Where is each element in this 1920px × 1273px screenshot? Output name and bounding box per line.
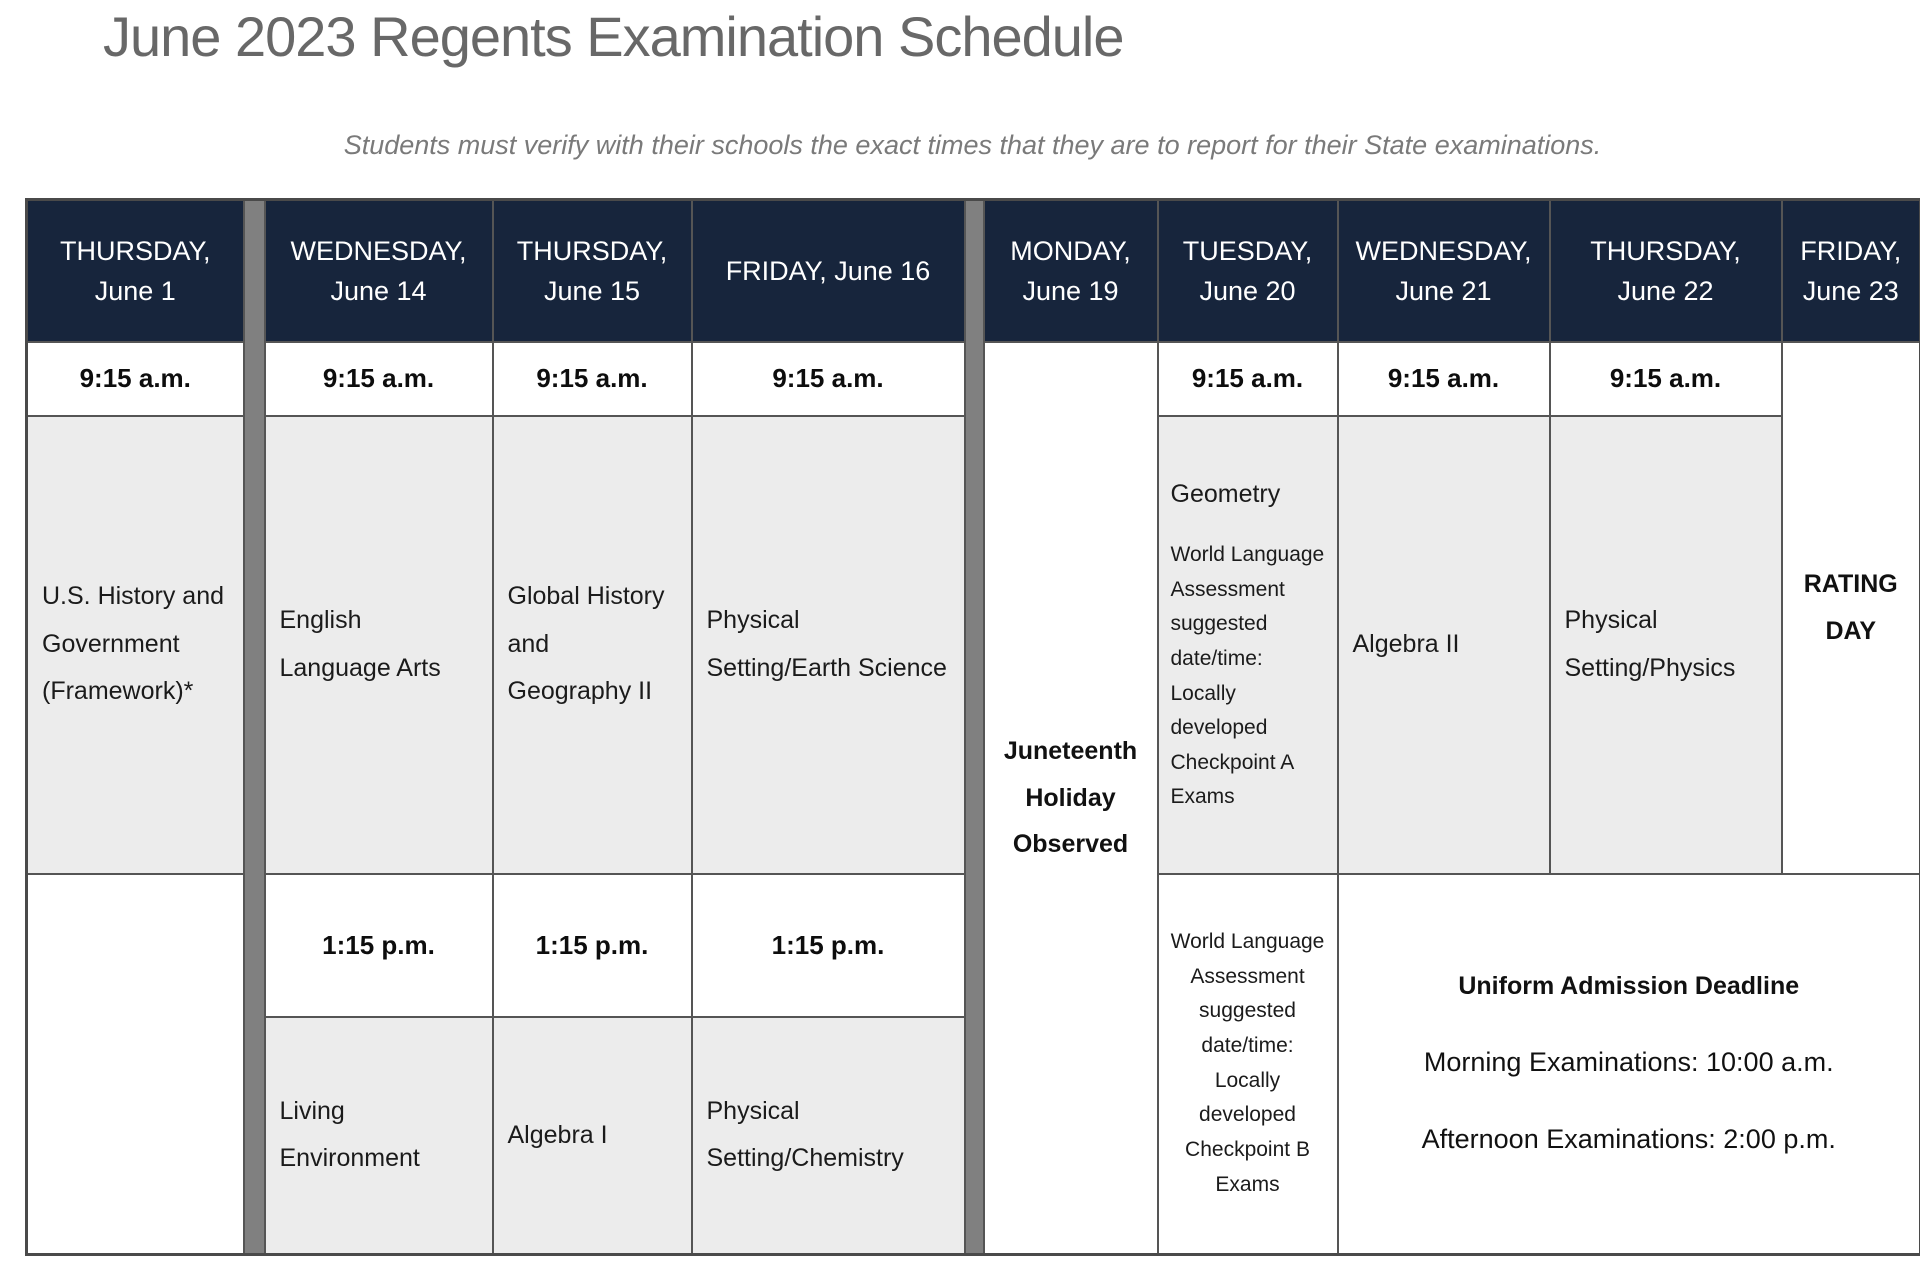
header-cell-june-16: FRIDAY, June 16 [690, 198, 966, 343]
exam-cell-june-16-pm: Physical Setting/Chemistry [690, 1015, 966, 1256]
time-cell-june-14-pm: 1:15 p.m. [263, 872, 494, 1018]
exam-schedule-table: THURSDAY, June 1 WEDNESDAY, June 14 THUR… [25, 198, 1920, 1256]
time-cell-june-1-am: 9:15 a.m. [25, 340, 245, 417]
header-cell-june-20: TUESDAY, June 20 [1156, 198, 1339, 343]
header-cell-june-21: WEDNESDAY, June 21 [1336, 198, 1551, 343]
page-title: June 2023 Regents Examination Schedule [103, 5, 1125, 68]
header-cell-june-23: FRIDAY, June 23 [1780, 198, 1920, 343]
time-cell-june-21-am: 9:15 a.m. [1336, 340, 1551, 417]
world-language-checkpoint-a-note: World Language Assessment suggested date… [1170, 542, 1325, 809]
exam-cell-june-14-am: English Language Arts [263, 414, 494, 875]
exam-cell-june-15-am: Global History and Geography II [491, 414, 693, 875]
page-subtitle: Students must verify with their schools … [343, 130, 1602, 160]
time-cell-june-20-am: 9:15 a.m. [1156, 340, 1339, 417]
rating-day-cell: RATING DAY [1780, 340, 1920, 875]
uniform-admission-deadline-cell: Uniform Admission Deadline Morning Exami… [1336, 872, 1920, 1256]
uniform-afternoon-line: Afternoon Examinations: 2:00 p.m. [1421, 1124, 1836, 1155]
time-cell-june-16-am: 9:15 a.m. [690, 340, 966, 417]
time-cell-june-15-am: 9:15 a.m. [491, 340, 693, 417]
time-cell-june-14-am: 9:15 a.m. [263, 340, 494, 417]
separator-column-right [963, 199, 985, 1255]
exam-cell-june-20-am: Geometry World Language Assessment sugge… [1156, 414, 1339, 875]
exam-cell-june-21-am: Algebra II [1336, 414, 1551, 875]
exam-name-geometry: Geometry [1170, 479, 1281, 508]
header-cell-june-1: THURSDAY, June 1 [25, 198, 245, 343]
separator-column-left [242, 199, 266, 1255]
time-cell-june-16-pm: 1:15 p.m. [690, 872, 966, 1018]
exam-cell-june-1-am: U.S. History and Government (Framework)* [25, 414, 245, 875]
header-cell-june-14: WEDNESDAY, June 14 [263, 198, 494, 343]
exam-cell-june-22-am: Physical Setting/Physics [1548, 414, 1783, 875]
empty-cell-june-1-pm [25, 872, 245, 1256]
exam-cell-june-16-am: Physical Setting/Earth Science [690, 414, 966, 875]
time-cell-june-22-am: 9:15 a.m. [1548, 340, 1783, 417]
exam-cell-june-15-pm: Algebra I [491, 1015, 693, 1256]
uniform-admission-heading: Uniform Admission Deadline [1458, 972, 1800, 1001]
juneteenth-holiday-cell: Juneteenth Holiday Observed [982, 340, 1159, 1256]
header-cell-june-19: MONDAY, June 19 [982, 198, 1159, 343]
header-cell-june-22: THURSDAY, June 22 [1548, 198, 1783, 343]
exam-cell-june-14-pm: Living Environment [263, 1015, 494, 1256]
world-language-checkpoint-b-cell: World Language Assessment suggested date… [1156, 872, 1339, 1256]
uniform-morning-line: Morning Examinations: 10:00 a.m. [1423, 1047, 1834, 1078]
header-cell-june-15: THURSDAY, June 15 [491, 198, 693, 343]
time-cell-june-15-pm: 1:15 p.m. [491, 872, 693, 1018]
